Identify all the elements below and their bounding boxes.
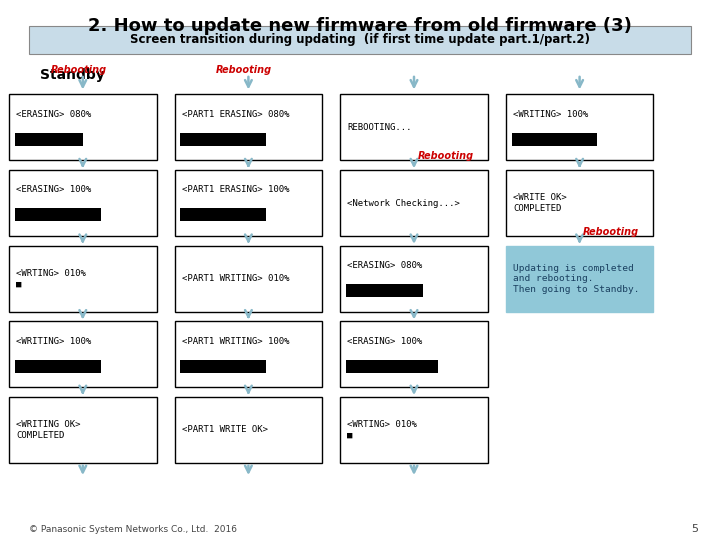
FancyBboxPatch shape [174,246,323,312]
Text: <ERASING> 080%: <ERASING> 080% [17,110,91,119]
FancyBboxPatch shape [505,94,654,160]
FancyBboxPatch shape [15,360,101,373]
FancyBboxPatch shape [9,170,157,236]
FancyBboxPatch shape [505,246,654,312]
FancyBboxPatch shape [15,133,83,146]
FancyBboxPatch shape [9,94,157,160]
FancyBboxPatch shape [174,170,323,236]
FancyBboxPatch shape [9,246,157,312]
Text: <Network Checking...>: <Network Checking...> [347,199,460,207]
FancyBboxPatch shape [29,26,691,54]
FancyBboxPatch shape [340,246,488,312]
Text: <WRITING> 100%: <WRITING> 100% [17,336,91,346]
Text: © Panasonic System Networks Co., Ltd.  2016: © Panasonic System Networks Co., Ltd. 20… [29,524,237,534]
Text: Standby: Standby [40,68,104,82]
FancyBboxPatch shape [9,397,157,463]
FancyBboxPatch shape [9,321,157,387]
Text: <WRITE OK>
COMPLETED: <WRITE OK> COMPLETED [513,193,567,213]
FancyBboxPatch shape [346,284,423,297]
FancyBboxPatch shape [174,397,323,463]
Text: 2. How to update new firmware from old firmware (3): 2. How to update new firmware from old f… [88,17,632,35]
FancyBboxPatch shape [174,94,323,160]
Text: <WRTING> 010%
■: <WRTING> 010% ■ [17,269,86,288]
FancyBboxPatch shape [340,170,488,236]
FancyBboxPatch shape [511,133,598,146]
FancyBboxPatch shape [181,208,266,221]
Text: <ERASING> 100%: <ERASING> 100% [347,336,423,346]
Text: <WRITING OK>
COMPLETED: <WRITING OK> COMPLETED [17,420,81,440]
FancyBboxPatch shape [15,208,101,221]
Text: <PART1 WRITING> 100%: <PART1 WRITING> 100% [181,336,289,346]
Text: Updating is completed
and rebooting.
Then going to Standby.: Updating is completed and rebooting. The… [513,264,639,294]
Text: <PART1 ERASING> 100%: <PART1 ERASING> 100% [181,185,289,194]
Text: Rebooting: Rebooting [418,151,474,161]
Text: Rebooting: Rebooting [50,65,107,75]
Text: Rebooting: Rebooting [216,65,272,75]
Text: <ERASING> 100%: <ERASING> 100% [17,185,91,194]
FancyBboxPatch shape [340,397,488,463]
Text: <PART1 ERASING> 080%: <PART1 ERASING> 080% [181,110,289,119]
Text: <PART1 WRITE OK>: <PART1 WRITE OK> [181,426,268,434]
FancyBboxPatch shape [346,360,438,373]
FancyBboxPatch shape [181,133,266,146]
Text: 5: 5 [691,523,698,534]
Text: Screen transition during updating  (if first time update part.1/part.2): Screen transition during updating (if fi… [130,33,590,46]
Text: <WRTING> 010%
■: <WRTING> 010% ■ [347,420,418,440]
FancyBboxPatch shape [505,170,654,236]
Text: Rebooting: Rebooting [583,227,639,237]
FancyBboxPatch shape [174,321,323,387]
FancyBboxPatch shape [181,360,266,373]
Text: <PART1 WRITING> 010%: <PART1 WRITING> 010% [181,274,289,283]
Text: <ERASING> 080%: <ERASING> 080% [347,261,423,270]
FancyBboxPatch shape [340,94,488,160]
FancyBboxPatch shape [340,321,488,387]
Text: REBOOTING...: REBOOTING... [347,123,412,132]
Text: <WRITING> 100%: <WRITING> 100% [513,110,588,119]
